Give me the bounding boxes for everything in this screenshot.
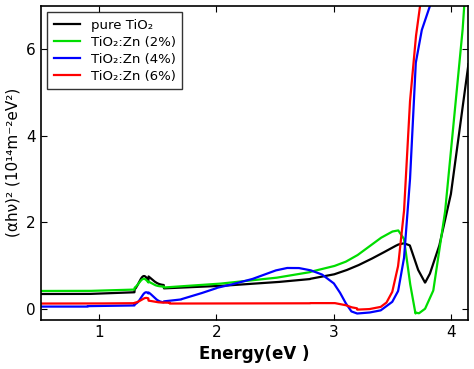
TiO₂:Zn (6%) [246,301,252,306]
TiO₂:Zn (2%) [38,289,44,293]
TiO₂:Zn (6%) [60,301,65,306]
TiO₂:Zn (4%) [38,304,44,309]
TiO₂:Zn (6%) [375,305,381,310]
TiO₂:Zn (4%) [235,281,240,285]
TiO₂:Zn (2%) [453,96,459,100]
TiO₂:Zn (4%) [375,309,381,313]
pure TiO₂ [235,283,240,287]
pure TiO₂ [38,292,44,296]
Line: TiO₂:Zn (6%): TiO₂:Zn (6%) [41,0,468,310]
Line: TiO₂:Zn (4%): TiO₂:Zn (4%) [41,0,468,314]
Y-axis label: (αhν)² (10¹⁴m⁻²eV²): (αhν)² (10¹⁴m⁻²eV²) [6,88,20,237]
Line: TiO₂:Zn (2%): TiO₂:Zn (2%) [41,0,468,314]
pure TiO₂ [453,155,459,160]
pure TiO₂ [465,62,471,66]
X-axis label: Energy(eV ): Energy(eV ) [200,345,310,363]
TiO₂:Zn (2%) [413,311,419,316]
TiO₂:Zn (2%) [454,94,459,98]
TiO₂:Zn (4%) [246,278,252,282]
pure TiO₂ [374,254,380,258]
TiO₂:Zn (4%) [60,304,65,309]
pure TiO₂ [453,154,459,158]
TiO₂:Zn (6%) [355,307,360,312]
TiO₂:Zn (2%) [374,238,380,242]
TiO₂:Zn (2%) [60,289,65,293]
TiO₂:Zn (4%) [355,311,360,316]
pure TiO₂ [246,282,252,286]
TiO₂:Zn (2%) [235,280,240,284]
TiO₂:Zn (6%) [38,301,44,306]
pure TiO₂ [60,292,65,296]
TiO₂:Zn (6%) [235,301,240,306]
TiO₂:Zn (2%) [246,279,252,283]
Line: pure TiO₂: pure TiO₂ [41,64,468,294]
Legend: pure TiO₂, TiO₂:Zn (2%), TiO₂:Zn (4%), TiO₂:Zn (6%): pure TiO₂, TiO₂:Zn (2%), TiO₂:Zn (4%), T… [47,12,182,89]
